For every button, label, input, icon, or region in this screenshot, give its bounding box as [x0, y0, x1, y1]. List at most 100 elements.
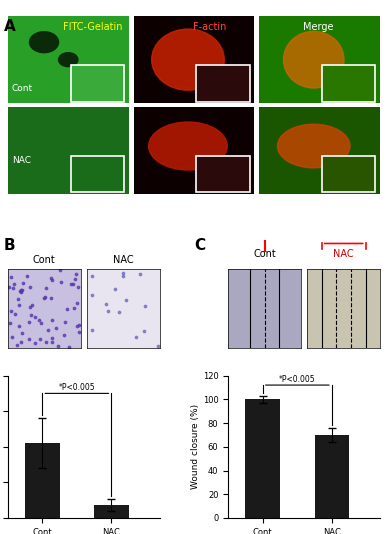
- Bar: [94, 505, 129, 518]
- Point: [38, 319, 44, 327]
- Point: [70, 280, 76, 288]
- Point: [53, 324, 59, 333]
- Text: Merge: Merge: [303, 22, 333, 32]
- Text: NAC: NAC: [12, 156, 31, 164]
- Point: [72, 274, 78, 283]
- Point: [26, 317, 32, 326]
- Text: NAC: NAC: [113, 255, 133, 265]
- Point: [56, 265, 62, 274]
- Point: [49, 334, 55, 343]
- Ellipse shape: [152, 29, 224, 90]
- Text: FITC-Gelatin: FITC-Gelatin: [63, 22, 123, 32]
- Point: [120, 269, 126, 277]
- Text: NAC: NAC: [333, 249, 354, 260]
- Point: [6, 282, 12, 291]
- Point: [49, 276, 55, 284]
- Point: [26, 334, 32, 343]
- Point: [9, 333, 15, 341]
- Text: A: A: [4, 19, 16, 34]
- Point: [58, 278, 64, 287]
- Point: [18, 337, 24, 346]
- Point: [32, 313, 38, 321]
- Point: [28, 301, 35, 310]
- Point: [89, 325, 95, 334]
- Text: *P<0.005: *P<0.005: [59, 383, 95, 392]
- Point: [14, 341, 20, 350]
- Point: [48, 273, 54, 282]
- Point: [28, 311, 34, 320]
- Point: [16, 321, 22, 330]
- Point: [48, 294, 55, 302]
- Point: [43, 338, 49, 347]
- Point: [45, 326, 51, 334]
- Point: [62, 318, 68, 326]
- Point: [76, 328, 82, 336]
- Point: [9, 284, 16, 292]
- Point: [41, 293, 47, 302]
- Point: [116, 308, 122, 317]
- Point: [155, 342, 161, 350]
- Point: [61, 331, 68, 340]
- Point: [19, 286, 26, 294]
- Point: [19, 329, 25, 337]
- Point: [123, 296, 129, 305]
- FancyBboxPatch shape: [322, 65, 376, 101]
- Point: [66, 343, 72, 352]
- Point: [36, 315, 42, 324]
- Point: [48, 337, 55, 346]
- Point: [105, 307, 111, 315]
- Point: [7, 319, 13, 327]
- Point: [75, 282, 81, 291]
- Text: Cont: Cont: [253, 249, 276, 260]
- Point: [74, 299, 80, 308]
- Point: [31, 339, 38, 347]
- Bar: [246, 399, 280, 518]
- Point: [71, 303, 77, 312]
- Ellipse shape: [277, 124, 350, 168]
- Circle shape: [29, 32, 59, 53]
- Text: *P<0.005: *P<0.005: [279, 375, 315, 384]
- Point: [16, 301, 22, 309]
- Point: [142, 302, 149, 311]
- Point: [37, 335, 43, 343]
- Y-axis label: Wound closure (%): Wound closure (%): [191, 404, 200, 489]
- FancyBboxPatch shape: [71, 155, 124, 192]
- Point: [20, 279, 26, 288]
- Point: [64, 304, 70, 313]
- Point: [11, 280, 17, 288]
- Point: [8, 307, 14, 315]
- Ellipse shape: [284, 32, 344, 88]
- Point: [140, 327, 147, 335]
- Point: [27, 302, 33, 311]
- Point: [48, 316, 55, 324]
- Ellipse shape: [149, 122, 227, 170]
- Point: [55, 342, 61, 350]
- Point: [24, 272, 30, 280]
- FancyBboxPatch shape: [196, 155, 249, 192]
- Point: [17, 287, 23, 296]
- Point: [15, 294, 21, 303]
- Point: [111, 284, 118, 293]
- Point: [42, 293, 48, 302]
- Text: Cont: Cont: [12, 84, 33, 92]
- Point: [43, 284, 49, 293]
- Bar: [25, 443, 60, 518]
- Point: [74, 322, 80, 331]
- Point: [137, 270, 143, 279]
- Point: [133, 333, 139, 342]
- Text: B: B: [4, 238, 16, 253]
- FancyBboxPatch shape: [71, 65, 124, 101]
- Point: [103, 300, 109, 309]
- Point: [120, 272, 126, 280]
- Point: [27, 282, 33, 291]
- Circle shape: [59, 53, 78, 67]
- Point: [73, 270, 80, 279]
- FancyBboxPatch shape: [196, 65, 249, 101]
- Text: F-actin: F-actin: [193, 22, 226, 32]
- Point: [89, 272, 95, 280]
- Point: [12, 310, 18, 318]
- FancyBboxPatch shape: [322, 155, 376, 192]
- Point: [88, 290, 95, 299]
- Point: [18, 288, 24, 296]
- Point: [68, 280, 74, 289]
